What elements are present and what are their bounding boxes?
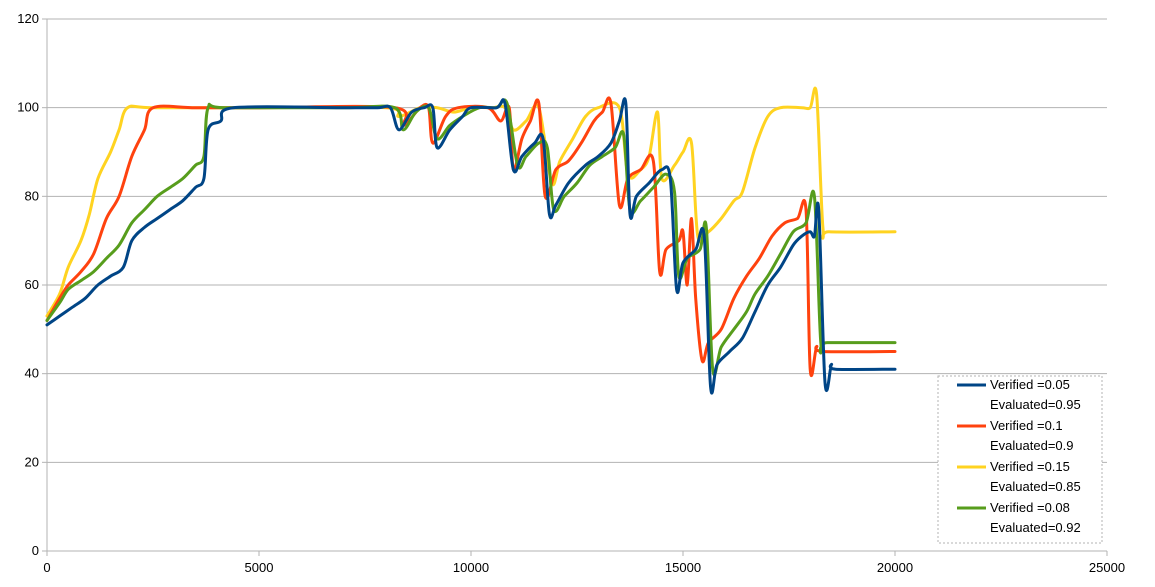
series-line-0: [45, 97, 897, 395]
x-tick-label: 5000: [245, 560, 274, 575]
y-tick-label: 80: [25, 188, 39, 203]
x-tick-label: 20000: [877, 560, 913, 575]
legend-label-line2: Evaluated=0.9: [990, 438, 1073, 453]
legend: Verified =0.05 Evaluated=0.95 Verified =0.…: [937, 375, 1103, 544]
y-tick-label: 40: [25, 366, 39, 381]
legend-label-line1: Verified =0.15: [990, 459, 1070, 474]
y-tick-label: 60: [25, 277, 39, 292]
legend-label-line1: Verified =0.1: [990, 418, 1063, 433]
x-tick-label: 25000: [1089, 560, 1125, 575]
legend-label-line1: Verified =0.08: [990, 500, 1070, 515]
legend-label-line2: Evaluated=0.85: [990, 479, 1081, 494]
y-tick-label: 100: [17, 100, 39, 115]
legend-label-line1: Verified =0.05: [990, 377, 1070, 392]
x-tick-label: 10000: [453, 560, 489, 575]
y-tick-label: 20: [25, 454, 39, 469]
y-axis-tick-labels: 0 20 40 60 80 100 120: [17, 11, 39, 558]
x-tick-label: 15000: [665, 560, 701, 575]
axes: [42, 18, 1108, 556]
series-lines: [45, 86, 897, 395]
legend-label-line2: Evaluated=0.92: [990, 520, 1081, 535]
series-line-2: [45, 86, 897, 318]
x-axis-tick-labels: 0 5000 10000 15000 20000 25000: [43, 560, 1125, 575]
y-tick-label: 120: [17, 11, 39, 26]
legend-box: [937, 375, 1103, 544]
series-line-3: [45, 98, 897, 377]
y-tick-label: 0: [32, 543, 39, 558]
x-tick-label: 0: [43, 560, 50, 575]
series-line-1: [45, 96, 897, 378]
legend-label-line2: Evaluated=0.95: [990, 397, 1081, 412]
